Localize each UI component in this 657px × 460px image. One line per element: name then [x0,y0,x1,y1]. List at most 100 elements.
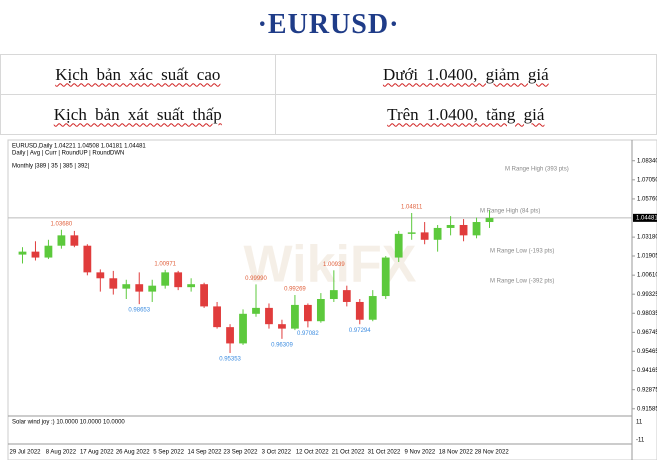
info-text: EURUSD,Daily 1.04221 1.04508 1.04181 1.0… [12,144,146,150]
table-row: Kịch bản xác suất cao Dưới 1.0400, giảm g… [0,54,657,95]
y-tick-label: 0.96745 [637,330,657,336]
candle-body [304,304,312,322]
candle-body [31,251,40,258]
x-tick-label: 31 Oct 2022 [368,450,401,456]
candle-body [252,307,260,314]
candle-body [57,235,66,246]
candle-body [329,290,338,300]
y-tick-label: 1.03180 [637,235,657,241]
title: ·EURUSD· [257,9,400,40]
swing-low-label: 0.97082 [297,331,319,337]
candle-body [213,306,221,328]
table-row: Kịch bản xát suất thấp Trên 1.0400, tăng … [0,94,657,135]
candle-body [278,324,286,329]
candle-body [459,224,468,236]
candle-body [70,235,79,246]
candle-body [472,222,481,236]
cell-text: Kịch bản xát suất thấp [53,104,222,124]
candle-body [420,232,429,240]
candle-body [485,217,494,223]
y-tick-label: 1.01905 [637,254,657,260]
candle-body [316,299,325,322]
indicator-tick: 11 [636,420,643,426]
candle-body [83,245,92,273]
candle-body [291,304,299,329]
info-text: Daily | Avg | Curr | RoundUP | RoundDWN [12,151,124,157]
cell-text: Dưới 1.0400, giảm giá [382,64,549,84]
cell-text: Kịch bản xác suất cao [55,64,221,84]
swing-low-label: 0.97294 [349,328,371,334]
cell: Kịch bản xác suất cao [0,54,276,95]
x-tick-label: 21 Oct 2022 [332,450,365,456]
candle-body [135,284,144,292]
current-price-label: 1.04481 [636,215,657,221]
x-tick-label: 14 Sep 2022 [187,450,222,456]
x-tick-label: 17 Aug 2022 [80,450,114,456]
chart-frame [7,139,657,460]
current-price-box [633,213,657,222]
swing-low-label: 0.96309 [271,342,293,348]
x-tick-label: 8 Aug 2022 [46,450,77,456]
candle-body [226,327,234,344]
swing-high-label: 0.99990 [245,276,267,282]
candle-body [148,285,157,292]
candle-body [394,233,403,258]
x-tick-label: 28 Nov 2022 [475,450,510,456]
swing-high-label: 1.00939 [323,262,345,268]
candle-body [381,257,390,297]
y-tick-label: 0.99325 [637,292,657,298]
x-tick-label: 29 Jul 2022 [9,450,41,456]
cell: Dưới 1.0400, giảm giá [274,54,657,95]
swing-high-label: 1.03680 [51,221,73,227]
candle-body [187,284,196,288]
candle-body [109,278,118,289]
y-tick-label: 1.00610 [637,273,657,279]
chart: WikiFX EURUSD,Daily 1.04221 1.04508 1.04… [7,139,657,460]
swing-high-label: 1.04811 [401,205,423,211]
swing-high-label: 1.00971 [154,261,176,267]
x-tick-label: 23 Sep 2022 [223,450,258,456]
y-tick-label: 0.95465 [637,349,657,355]
indicator-label: Solar wind joy :) 10.0000 10.0000 10.000… [12,420,125,426]
candle-body [355,301,364,320]
y-tick-label: 1.08340 [637,158,657,164]
candle-body [18,251,27,255]
candle-body [342,290,351,302]
y-tick-label: 0.94165 [637,368,657,374]
y-tick-label: 1.05760 [637,197,657,203]
candle-body [96,272,105,279]
scenario-table: Kịch bản xác suất cao Dưới 1.0400, giảm g… [0,54,657,135]
candle-body [265,307,273,325]
range-label: M Range Low (-392 pts) [490,279,554,285]
candle-body [174,272,183,288]
x-tick-label: 9 Nov 2022 [405,450,436,456]
x-tick-label: 12 Oct 2022 [296,450,329,456]
swing-low-label: 0.98653 [128,308,150,314]
candle-body [161,272,170,286]
x-tick-label: 5 Sep 2022 [153,450,184,456]
range-label: M Range Low (-193 pts) [490,249,554,255]
range-label: M Range High (84 pts) [480,209,540,215]
y-tick-label: 1.07050 [637,177,657,183]
candle-body [122,284,131,289]
swing-low-label: 0.95353 [219,357,241,363]
y-tick-label: 0.98035 [637,311,657,317]
x-tick-label: 3 Oct 2022 [262,450,292,456]
x-tick-label: 18 Nov 2022 [439,450,474,456]
cell: Trên 1.0400, tăng giá [274,94,657,135]
candle-body [446,224,455,228]
range-label: M Range High (393 pts) [505,167,569,173]
candle-body [44,245,53,258]
candle-body [239,313,247,344]
swing-high-label: 0.99269 [284,287,306,293]
y-tick-label: 0.92875 [637,387,657,393]
candle-body [407,232,416,234]
candle-body [200,284,208,307]
info-text: Monthly |389 | 35 | 385 | 392| [12,164,90,170]
candle-body [368,296,377,320]
cell-text: Trên 1.0400, tăng giá [387,104,545,124]
candle-body [433,227,442,240]
cell: Kịch bản xát suất thấp [0,94,276,135]
x-tick-label: 26 Aug 2022 [116,450,150,456]
